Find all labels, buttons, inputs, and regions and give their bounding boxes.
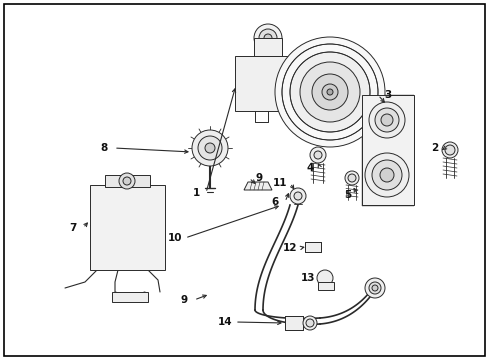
Bar [299, 68, 311, 86]
Bar [285, 316, 303, 330]
Text: 1: 1 [192, 188, 199, 198]
Bar [112, 292, 148, 302]
Text: 12: 12 [282, 243, 297, 253]
Circle shape [309, 147, 325, 163]
Circle shape [380, 114, 392, 126]
Circle shape [313, 151, 321, 159]
Circle shape [379, 168, 393, 182]
Circle shape [204, 143, 215, 153]
Circle shape [368, 102, 404, 138]
Circle shape [374, 108, 398, 132]
Circle shape [345, 171, 358, 185]
Circle shape [192, 130, 227, 166]
Circle shape [299, 62, 359, 122]
Circle shape [253, 24, 282, 52]
Polygon shape [244, 182, 271, 190]
Circle shape [326, 89, 332, 95]
Circle shape [264, 34, 271, 42]
Text: 10: 10 [167, 233, 182, 243]
Circle shape [316, 270, 332, 286]
Circle shape [289, 52, 369, 132]
Circle shape [368, 282, 380, 294]
Circle shape [311, 74, 347, 110]
Circle shape [303, 316, 316, 330]
Text: 2: 2 [430, 143, 438, 153]
Text: 11: 11 [272, 178, 286, 188]
Text: 7: 7 [69, 223, 77, 233]
Text: 5: 5 [344, 190, 351, 200]
Text: 8: 8 [100, 143, 107, 153]
Circle shape [119, 173, 135, 189]
Circle shape [364, 278, 384, 298]
Circle shape [371, 160, 401, 190]
Circle shape [347, 174, 355, 182]
Text: 3: 3 [384, 90, 391, 100]
Circle shape [289, 188, 305, 204]
Bar [317, 282, 333, 290]
Circle shape [441, 142, 457, 158]
Circle shape [274, 37, 384, 147]
Circle shape [259, 29, 276, 47]
Text: 6: 6 [271, 197, 278, 207]
Text: 9: 9 [180, 295, 187, 305]
Circle shape [198, 136, 222, 160]
Text: 13: 13 [300, 273, 315, 283]
Bar [90, 185, 164, 270]
Circle shape [293, 192, 302, 200]
Bar [305, 242, 320, 252]
Text: 4: 4 [305, 163, 313, 173]
Bar [235, 56, 305, 111]
Circle shape [321, 84, 337, 100]
Circle shape [371, 285, 377, 291]
Bar [253, 38, 282, 56]
Circle shape [444, 145, 454, 155]
Bar [361, 95, 413, 205]
Circle shape [305, 319, 313, 327]
Bar [105, 175, 150, 187]
Circle shape [364, 153, 408, 197]
Circle shape [123, 177, 131, 185]
Text: 9: 9 [255, 173, 262, 183]
Text: 14: 14 [217, 317, 232, 327]
